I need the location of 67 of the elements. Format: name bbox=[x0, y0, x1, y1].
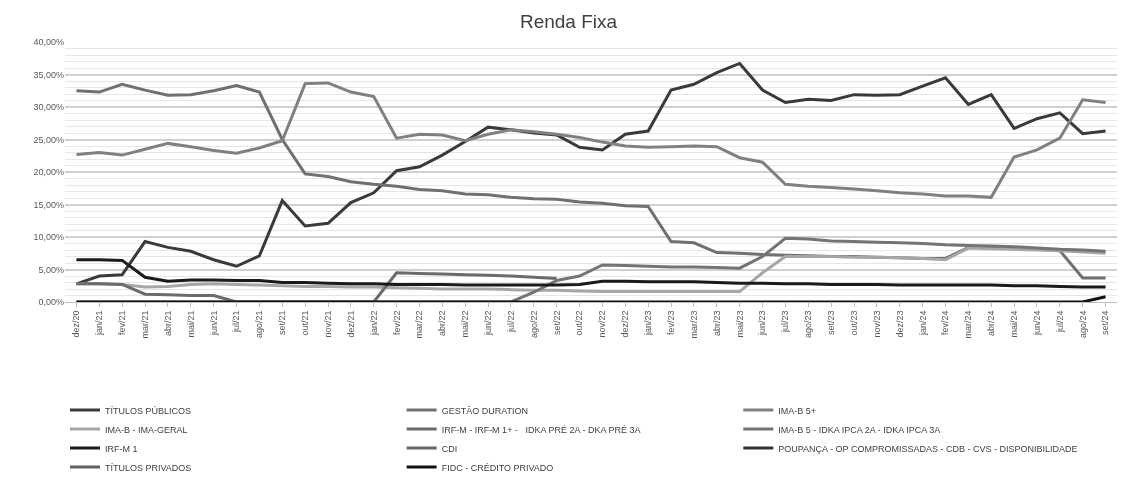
legend-label: GESTÃO DURATION bbox=[441, 405, 528, 416]
y-tick-label: 15,00% bbox=[33, 199, 64, 210]
x-tick-label: ago/24 bbox=[1077, 310, 1088, 339]
y-tick-label: 35,00% bbox=[33, 69, 64, 80]
x-tick-label: dez/22 bbox=[620, 310, 631, 338]
x-tick-label: mai/23 bbox=[734, 310, 745, 338]
x-tick-label: mar/23 bbox=[688, 310, 699, 339]
legend-label: IMA-B - IMA-GERAL bbox=[105, 424, 188, 435]
y-tick-label: 30,00% bbox=[33, 102, 64, 113]
x-tick-label: abr/23 bbox=[711, 310, 722, 337]
legend-label: IMA-B 5 - IDKA IPCA 2A - IDKA IPCA 3A bbox=[778, 424, 941, 435]
x-tick-label: mar/22 bbox=[414, 310, 425, 339]
x-tick-label: mar/24 bbox=[963, 310, 974, 339]
x-tick-label: jul/23 bbox=[780, 310, 791, 334]
x-tick-label: ago/22 bbox=[528, 310, 539, 339]
x-tick-label: abr/24 bbox=[986, 310, 997, 337]
x-tick-label: set/21 bbox=[277, 310, 288, 336]
y-tick-label: 20,00% bbox=[33, 167, 64, 178]
x-tick-label: nov/22 bbox=[597, 310, 608, 338]
legend-label: TÍTULOS PÚBLICOS bbox=[105, 405, 192, 416]
x-tick-label: jan/23 bbox=[643, 310, 654, 337]
y-tick-label: 0,00% bbox=[38, 297, 64, 308]
x-tick-label: ago/21 bbox=[254, 310, 265, 339]
x-tick-label: fev/23 bbox=[665, 310, 676, 336]
x-tick-label: mai/22 bbox=[460, 310, 471, 338]
x-tick-label: jun/21 bbox=[208, 310, 219, 337]
x-tick-label: set/24 bbox=[1100, 310, 1111, 336]
legend-label: FIDC - CRÉDITO PRIVADO bbox=[441, 462, 554, 473]
y-tick-label: 5,00% bbox=[38, 264, 64, 275]
x-tick-label: fev/21 bbox=[117, 310, 128, 336]
x-tick-label: fev/22 bbox=[391, 310, 402, 336]
legend-label: IRF-M 1 bbox=[105, 443, 138, 454]
x-tick-label: jan/22 bbox=[368, 310, 379, 337]
x-tick-label: out/21 bbox=[300, 310, 311, 336]
x-tick-label: nov/21 bbox=[322, 310, 333, 338]
x-tick-label: dez/23 bbox=[894, 310, 905, 338]
y-tick-label: 40,00% bbox=[33, 37, 64, 48]
x-tick-label: dez/21 bbox=[345, 310, 356, 338]
x-tick-label: out/22 bbox=[574, 310, 585, 336]
x-tick-label: dez/20 bbox=[71, 310, 82, 338]
legend-label: POUPANÇA - OP COMPROMISSADAS - CDB - CVS - DISPONIBILIDADE bbox=[778, 443, 1078, 454]
y-tick-label: 10,00% bbox=[33, 232, 64, 243]
legend-label: IRF-M - IRF-M 1+ - IDKA PRÉ 2A - DKA PRÉ 3A bbox=[441, 424, 641, 435]
x-tick-label: fev/24 bbox=[940, 310, 951, 336]
x-tick-label: abr/21 bbox=[162, 310, 173, 337]
x-tick-label: jun/22 bbox=[483, 310, 494, 337]
legend-label: TÍTULOS PRIVADOS bbox=[105, 462, 192, 473]
x-tick-label: jan/21 bbox=[94, 310, 105, 337]
legend-label: IMA-B 5+ bbox=[778, 405, 817, 416]
x-tick-label: nov/23 bbox=[871, 310, 882, 338]
x-tick-label: abr/22 bbox=[437, 310, 448, 337]
x-tick-label: jun/24 bbox=[1031, 310, 1042, 337]
x-tick-label: out/23 bbox=[848, 310, 859, 336]
x-tick-label: set/22 bbox=[551, 310, 562, 336]
x-tick-label: ago/23 bbox=[803, 310, 814, 339]
x-tick-label: mar/21 bbox=[139, 310, 150, 339]
y-tick-label: 25,00% bbox=[33, 134, 64, 145]
x-tick-label: jul/24 bbox=[1054, 310, 1065, 334]
legend-label: CDI bbox=[441, 443, 458, 454]
x-tick-label: jan/24 bbox=[917, 310, 928, 337]
chart-title: Renda Fixa bbox=[519, 11, 618, 33]
x-tick-label: mai/21 bbox=[185, 310, 196, 338]
x-tick-label: mai/24 bbox=[1009, 310, 1020, 338]
x-tick-label: set/23 bbox=[826, 310, 837, 336]
x-tick-label: jun/23 bbox=[757, 310, 768, 337]
x-tick-label: jul/22 bbox=[505, 310, 516, 334]
x-tick-label: jul/21 bbox=[231, 310, 242, 334]
